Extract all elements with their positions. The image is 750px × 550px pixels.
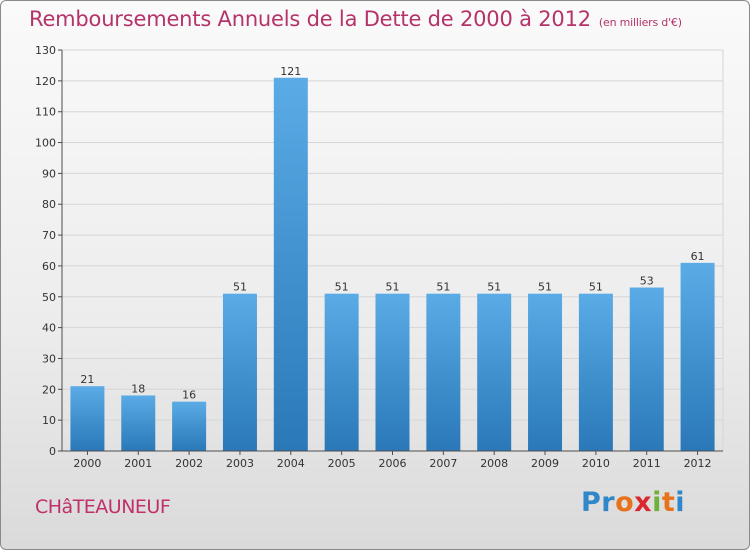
data-label: 51 <box>386 281 400 294</box>
y-tick-label: 40 <box>42 322 56 335</box>
logo-part-5: t <box>661 487 676 518</box>
x-tick-label: 2012 <box>684 457 712 470</box>
data-label: 21 <box>80 373 94 386</box>
y-tick-label: 110 <box>35 106 56 119</box>
bar-2004 <box>273 77 308 451</box>
axes <box>58 49 723 455</box>
y-tick-label: 100 <box>35 137 56 150</box>
y-tick-label: 30 <box>42 352 56 365</box>
y-tick-label: 120 <box>35 75 56 88</box>
bar-2002 <box>172 401 207 451</box>
data-label: 51 <box>538 281 552 294</box>
data-label: 51 <box>335 281 349 294</box>
bar-2006 <box>375 293 410 451</box>
y-tick-label: 20 <box>42 383 56 396</box>
x-tick-label: 2009 <box>531 457 559 470</box>
bar-2010 <box>578 293 613 451</box>
chart-title-main: Remboursements Annuels de la Dette de 20… <box>29 7 591 31</box>
y-tick-label: 90 <box>42 167 56 180</box>
bar-2012 <box>680 262 715 451</box>
y-tick-label: 60 <box>42 260 56 273</box>
proxiti-logo: Proxiti <box>581 487 685 518</box>
x-tick-label: 2003 <box>226 457 254 470</box>
x-tick-label: 2000 <box>73 457 101 470</box>
logo-part-2: o <box>615 487 635 518</box>
y-tick-label: 10 <box>42 414 56 427</box>
x-tick-label: 2008 <box>480 457 508 470</box>
logo-part-4: i <box>652 487 662 518</box>
logo-part-3: x <box>634 487 653 518</box>
bar-2009 <box>528 293 563 451</box>
logo-part-6: i <box>675 487 686 518</box>
bar-2007 <box>426 293 461 451</box>
logo-part-1: Pr <box>581 487 616 518</box>
bar-2001 <box>121 395 156 451</box>
bar-2000 <box>70 386 105 451</box>
bars <box>70 77 715 451</box>
y-tick-label: 0 <box>49 445 56 458</box>
x-tick-label: 2010 <box>582 457 610 470</box>
labels: 0 10 20 30 40 50 60 70 80 90 100 110 120 130 2000 21 200… <box>35 44 712 470</box>
x-tick-label: 2004 <box>277 457 305 470</box>
data-label: 53 <box>640 275 654 288</box>
bar-2011 <box>629 287 664 451</box>
x-tick-label: 2001 <box>124 457 152 470</box>
data-label: 121 <box>280 65 301 78</box>
data-label: 18 <box>131 382 145 395</box>
x-tick-label: 2007 <box>429 457 457 470</box>
data-label: 51 <box>589 281 603 294</box>
bar-2008 <box>477 293 512 451</box>
data-label: 16 <box>182 389 196 402</box>
y-tick-label: 70 <box>42 229 56 242</box>
data-label: 51 <box>487 281 501 294</box>
commune-name: CHâTEAUNEUF <box>35 496 171 518</box>
chart-title: Remboursements Annuels de la Dette de 20… <box>29 7 682 31</box>
chart-title-unit: (en milliers d'€) <box>598 16 682 29</box>
bar-2003 <box>222 293 257 451</box>
y-tick-label: 80 <box>42 198 56 211</box>
y-tick-label: 50 <box>42 291 56 304</box>
data-label: 51 <box>436 281 450 294</box>
x-tick-label: 2005 <box>328 457 356 470</box>
data-label: 51 <box>233 281 247 294</box>
bar-2005 <box>324 293 359 451</box>
x-tick-label: 2011 <box>633 457 661 470</box>
x-tick-label: 2002 <box>175 457 203 470</box>
y-tick-label: 130 <box>35 44 56 57</box>
data-label: 61 <box>691 250 705 263</box>
x-tick-label: 2006 <box>379 457 407 470</box>
